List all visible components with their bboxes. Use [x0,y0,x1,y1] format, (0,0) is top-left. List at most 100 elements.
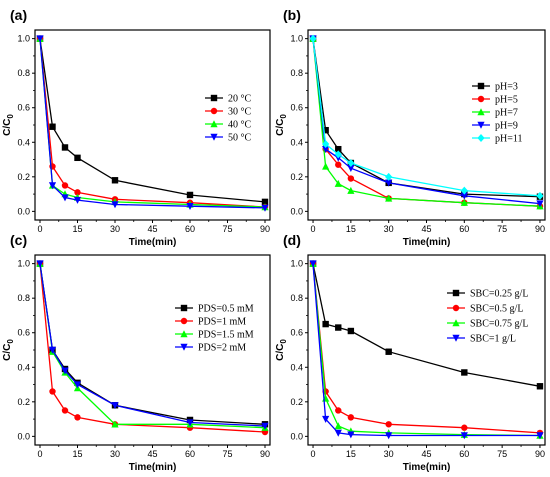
legend-entry: pH=7 [472,108,518,119]
data-point [536,432,544,440]
x-tick-label: 60 [185,449,195,459]
data-point [48,346,57,354]
legend-label: pH=5 [495,95,518,106]
legend-entry: PDS=0.5 mM [175,304,254,315]
y-tick-label: 0.8 [290,293,303,303]
x-tick-label: 30 [384,224,394,234]
data-point [334,429,342,437]
data-point [322,140,330,148]
y-axis-label-subscript: 0 [279,114,288,119]
data-point [49,388,56,395]
data-point [48,182,57,190]
data-point [74,414,81,421]
legend-swatch-marker [452,289,460,297]
y-axis-label-main: C/C [2,344,13,361]
data-point [73,381,82,389]
y-tick-label: 0.0 [17,431,30,441]
data-point [186,202,194,210]
data-point [111,201,119,209]
x-tick-label: 30 [110,449,120,459]
legend-label: SBC=0.75 g/L [470,319,528,330]
legend-label: 40 °C [228,120,251,131]
x-tick-label: 75 [497,449,507,459]
chart-panel: (a) 0 15 30 45 60 75 90 0.0 0.2 0.4 0.6 0.8 1.0 Time(m… [2,7,271,248]
x-tick-label: 45 [147,224,157,234]
data-point [347,186,355,194]
data-point [461,369,468,376]
legend-entry: PDS=2 mM [175,343,246,354]
data-point [261,198,269,206]
data-point [334,179,342,187]
y-tick-label: 0.0 [290,431,303,441]
series [309,260,544,440]
data-point [347,327,355,335]
y-tick-label: 0.8 [290,68,303,78]
chart-panel: (b) 0 15 30 45 60 75 90 0.0 0.2 0.4 0.6 0.8 1.0 Time(m… [275,7,546,248]
legend-label: pH=3 [495,82,518,93]
legend-entry: PDS=1.5 mM [175,330,254,341]
data-point [335,145,342,153]
y-tick-label: 0.8 [17,293,30,303]
legend-swatch-marker [477,134,485,142]
series [36,260,269,430]
data-point [322,415,330,423]
x-tick-label: 15 [346,224,356,234]
data-point [309,34,317,43]
y-tick-label: 0.8 [17,68,30,78]
series [309,34,544,200]
data-point [334,422,342,430]
y-axis-label: C/C0 [2,114,15,136]
data-point [385,172,393,181]
data-point [536,383,544,390]
legend-label: pH=9 [495,121,518,132]
legend-entry: pH=11 [472,134,523,145]
data-point [385,421,392,428]
data-point [111,420,119,428]
y-axis-label: C/C0 [275,114,288,136]
y-tick-label: 0.0 [290,206,303,216]
data-point [536,200,544,208]
legend-swatch-marker [477,108,485,116]
data-point [347,175,355,182]
legend-swatch-marker [180,330,188,338]
legend-label: pH=11 [495,134,523,145]
legend-swatch-marker [180,343,188,351]
legend-swatch-marker [210,94,218,102]
x-axis-label: Time(min) [403,237,451,248]
data-point [61,144,69,151]
y-tick-label: 1.0 [290,259,303,269]
x-axis-label: Time(min) [129,237,177,248]
legend-label: PDS=1 mM [198,317,246,328]
series [36,35,269,212]
panel-label: (b) [283,7,301,23]
x-axis-label: Time(min) [403,462,451,473]
legend-entry: 40 °C [205,120,251,131]
data-point [111,402,119,410]
x-tick-label: 90 [260,224,270,234]
chart-panel: (d) 0 15 30 45 60 75 90 0.0 0.2 0.4 0.6 0.8 1.0 Time(m… [275,232,546,473]
data-point [49,123,56,130]
data-point [385,194,393,202]
x-axis-label: Time(min) [129,462,177,473]
legend-swatch-marker [477,82,485,90]
legend-label: SBC=0.25 g/L [470,289,528,300]
legend-entry: 50 °C [205,133,251,144]
data-point [322,320,329,328]
data-point [74,154,81,162]
legend-label: SBC=0.5 g/L [470,304,523,315]
legend-swatch-marker [180,304,188,312]
series [309,260,544,437]
legend-swatch-marker [210,133,218,141]
legend-label: PDS=0.5 mM [198,304,254,315]
data-point [536,191,544,200]
y-tick-label: 1.0 [290,34,303,44]
x-tick-label: 15 [72,224,82,234]
x-tick-label: 30 [110,224,120,234]
y-tick-label: 0.4 [17,137,30,147]
series [309,259,544,439]
x-tick-label: 45 [421,449,431,459]
y-axis-label: C/C0 [275,339,288,361]
legend-swatch-marker [210,120,218,128]
data-point [347,164,355,172]
